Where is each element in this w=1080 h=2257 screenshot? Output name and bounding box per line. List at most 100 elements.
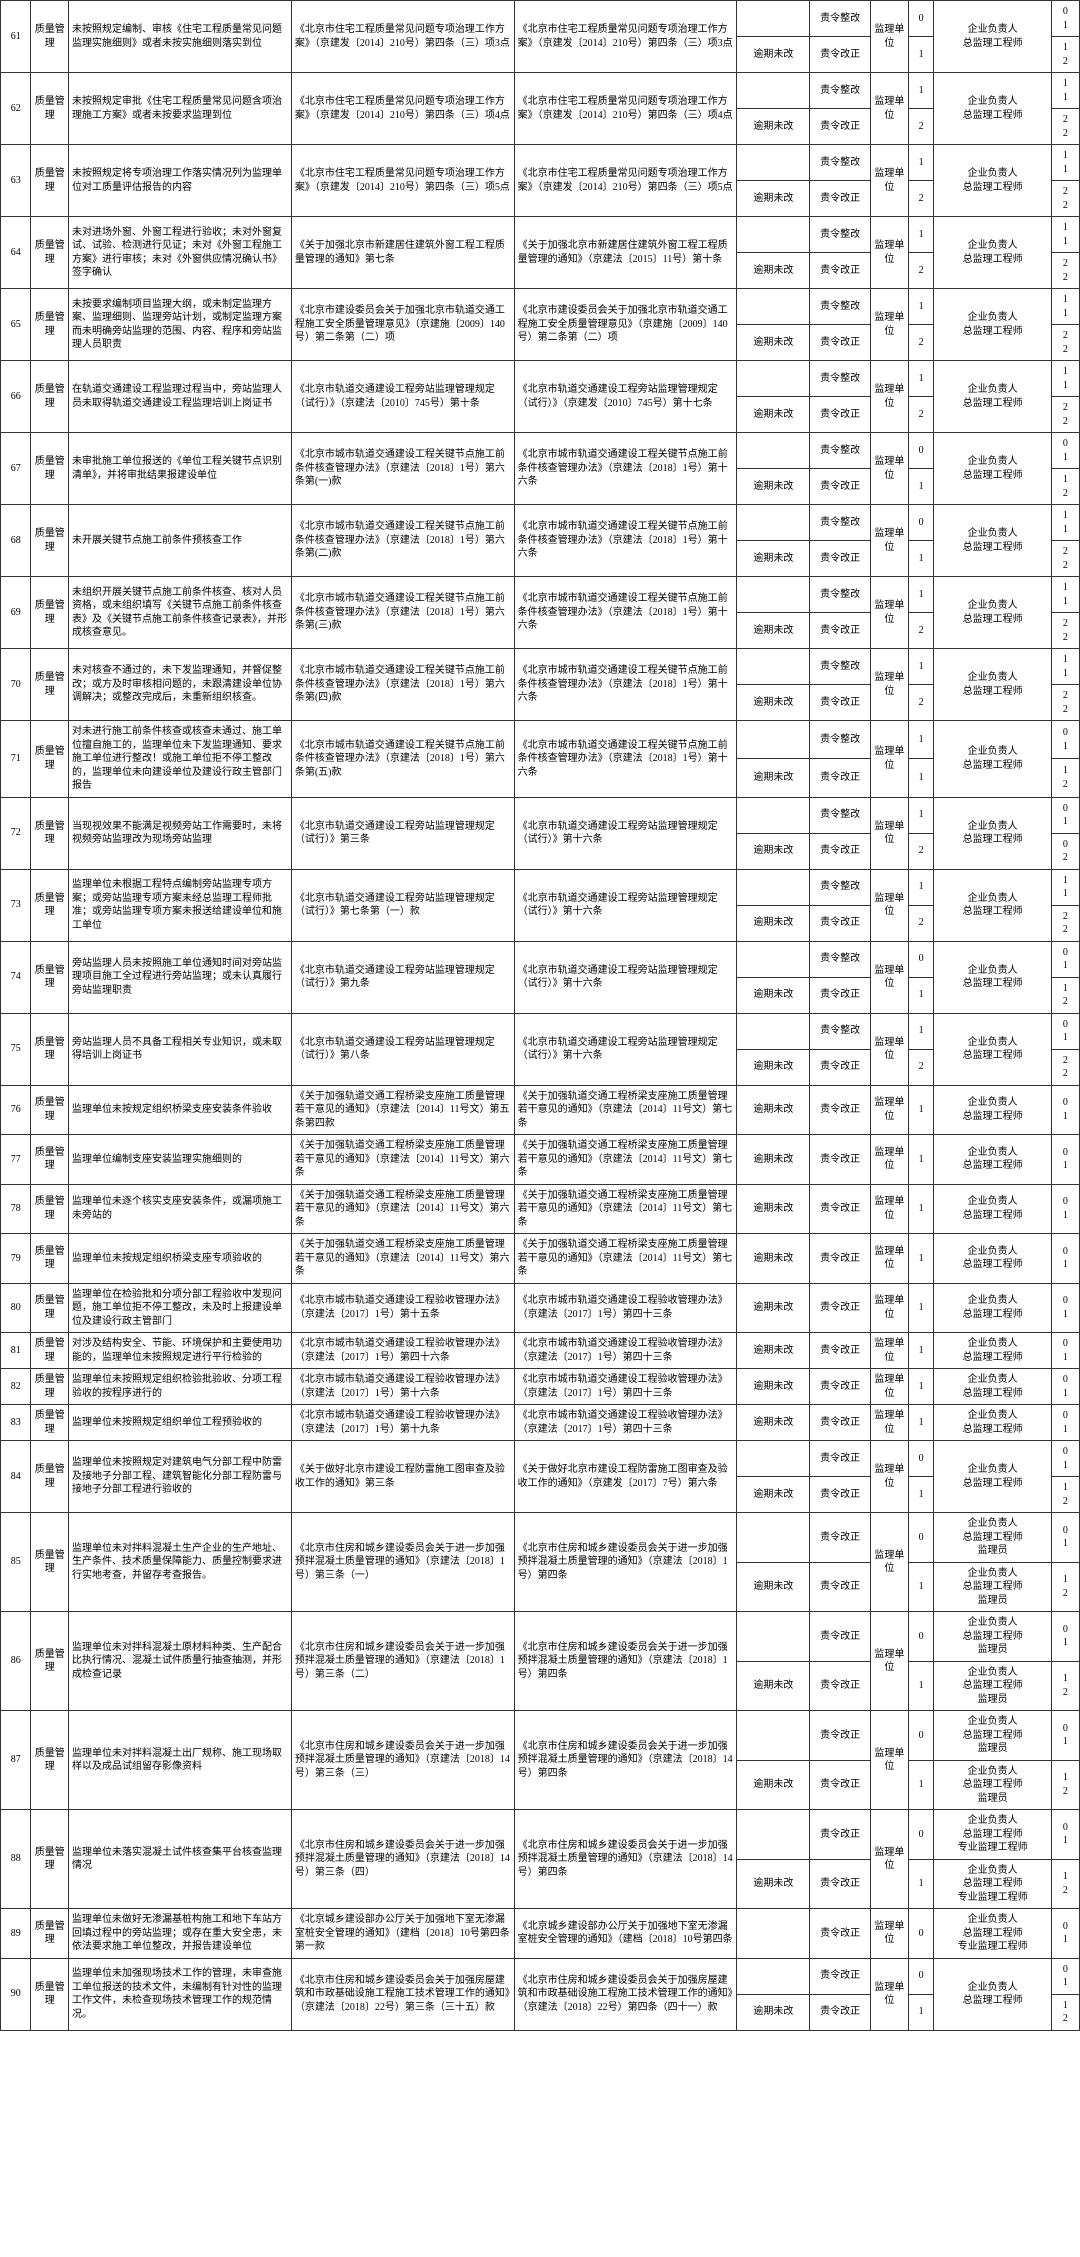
cell: 0 [908,1909,934,1959]
cell: 《关于加强轨道交通工程桥梁支座施工质量管理若干意见的通知》（京建法〔2014〕1… [291,1135,514,1185]
cell: 《北京市住房和城乡建设委员会关于进一步加强预拌混凝土质量管理的通知》（京建法〔2… [291,1612,514,1711]
cell: 0 [908,1,934,37]
cell: 企业负责人总监理工程师 [934,1333,1051,1369]
cell: 62 [1,73,31,145]
cell: 1 [908,759,934,797]
cell: 监理单位未按照规定组织检验批验收、分项工程验收的按程序进行的 [69,1369,292,1405]
cell: 责令改正 [810,1477,871,1513]
cell: 质量管理 [31,797,69,869]
cell: 1 [908,797,934,833]
cell: 质量管理 [31,1333,69,1369]
cell: 责令改正 [810,1909,871,1959]
cell: 质量管理 [31,869,69,941]
cell: 22 [1051,109,1079,145]
cell: 0 [908,433,934,469]
cell: 逾期未改 [737,685,810,721]
cell: 《北京市住房和城乡建设委员会关于加强房屋建筑和市政基础设施工程施工技术管理工作的… [291,1958,514,2030]
cell [737,1,810,37]
cell: 责令改正 [810,1760,871,1810]
cell: 责令整改 [810,289,871,325]
cell: 企业负责人总监理工程师 [934,1184,1051,1234]
cell: 责令改正 [810,613,871,649]
cell: 66 [1,361,31,433]
cell: 22 [1051,1049,1079,1085]
cell: 逾期未改 [737,397,810,433]
cell: 责令改正 [810,1184,871,1234]
cell: 1 [908,1760,934,1810]
cell: 企业负责人总监理工程师监理员 [934,1661,1051,1711]
cell: 《关于做好北京市建设工程防雷施工图审查及验收工作的通知》第三条 [291,1441,514,1513]
cell: 01 [1051,1184,1079,1234]
cell [737,1013,810,1049]
cell: 《北京市城市轨道交通建设工程验收管理办法》（京建法〔2017〕1号）第十九条 [291,1405,514,1441]
cell: 监理单位未对拌料混凝土出厂规称、施工现场取样以及成品试组留存影像资料 [69,1711,292,1810]
cell [737,1441,810,1477]
cell: 逾期未改 [737,325,810,361]
cell: 逾期未改 [737,1085,810,1135]
cell: 企业负责人总监理工程师专业监理工程师 [934,1810,1051,1860]
cell: 82 [1,1369,31,1405]
cell: 监理单位未按照规定对建筑电气分部工程中防雷及接地子分部工程、建筑智能化分部工程防… [69,1441,292,1513]
cell: 《北京市城市轨道交通建设工程关键节点施工前条件核查管理办法》（京建法〔2018〕… [514,433,737,505]
cell: 逾期未改 [737,469,810,505]
cell: 22 [1051,325,1079,361]
cell: 责令整改 [810,73,871,109]
cell: 逾期未改 [737,1994,810,2030]
cell: 旁站监理人员未按照施工单位通知时间对旁站监理项目施工全过程进行旁站监理；或未认真… [69,941,292,1013]
cell: 监理单位在检验批和分项分部工程验收中发现问题，施工单位拒不停工整改，未及时上报建… [69,1283,292,1333]
cell: 监理单位 [871,1,909,73]
cell: 责令改正 [810,1234,871,1284]
cell: 责令整改 [810,649,871,685]
cell: 01 [1051,1441,1079,1477]
cell: 2 [908,397,934,433]
cell: 《北京市城市轨道交通建设工程验收管理办法》（京建法〔2017〕1号）第十五条 [291,1283,514,1333]
cell: 1 [908,1405,934,1441]
cell [737,869,810,905]
cell: 监理单位 [871,1135,909,1185]
cell: 《北京市住房和城乡建设委员会关于加强房屋建筑和市政基础设施工程施工技术管理工作的… [514,1958,737,2030]
cell: 《关于做好北京市建设工程防雷施工图审查及验收工作的通知》（京建发〔2017〕7号… [514,1441,737,1513]
cell: 《北京市轨道交通建设工程旁站监理管理规定（试行）》第八条 [291,1013,514,1085]
cell: 79 [1,1234,31,1284]
cell: 12 [1051,759,1079,797]
cell: 01 [1051,1369,1079,1405]
cell: 企业负责人总监理工程师 [934,1,1051,73]
cell: 责令整改 [810,217,871,253]
cell: 逾期未改 [737,1135,810,1185]
cell: 监理单位 [871,433,909,505]
cell: 未对进场外窗、外窗工程进行验收；未对外窗复试、试验、检测进行见证；未对《外窗工程… [69,217,292,289]
cell: 企业负责人总监理工程师专业监理工程师 [934,1859,1051,1909]
cell: 责令整改 [810,361,871,397]
cell: 责令改正 [810,1405,871,1441]
cell: 监理单位 [871,1283,909,1333]
cell: 2 [908,613,934,649]
cell: 企业负责人总监理工程师 [934,1234,1051,1284]
cell: 67 [1,433,31,505]
cell: 71 [1,721,31,798]
cell: 01 [1051,1405,1079,1441]
cell: 1 [908,1234,934,1284]
cell: 逾期未改 [737,1405,810,1441]
cell: 未按照规定编制、审核《住宅工程质量常见问题监理实施细则》或者未按实施细则落实到位 [69,1,292,73]
cell: 质量管理 [31,721,69,798]
cell: 逾期未改 [737,905,810,941]
cell: 22 [1051,613,1079,649]
cell [737,505,810,541]
cell: 企业负责人总监理工程师 [934,433,1051,505]
cell: 01 [1051,1,1079,37]
cell: 企业负责人总监理工程师 [934,1958,1051,2030]
cell: 监理单位未按照规定组织单位工程预验收的 [69,1405,292,1441]
cell: 01 [1051,1711,1079,1761]
cell: 监理单位 [871,1085,909,1135]
cell: 对涉及结构安全、节能、环境保护和主要使用功能的，监理单位未按照规定进行平行检验的 [69,1333,292,1369]
cell: 《北京市城市轨道交通建设工程关键节点施工前条件核查管理办法》（京建法〔2018〕… [291,649,514,721]
cell: 质量管理 [31,145,69,217]
cell: 企业负责人总监理工程师 [934,1283,1051,1333]
cell: 《北京市住房和城乡建设委员会关于进一步加强预拌混凝土质量管理的通知》（京建法〔2… [291,1513,514,1612]
cell [737,145,810,181]
cell: 质量管理 [31,941,69,1013]
cell: 企业负责人总监理工程师监理员 [934,1513,1051,1563]
cell: 1 [908,1859,934,1909]
cell: 68 [1,505,31,577]
cell: 责令整改 [810,721,871,759]
